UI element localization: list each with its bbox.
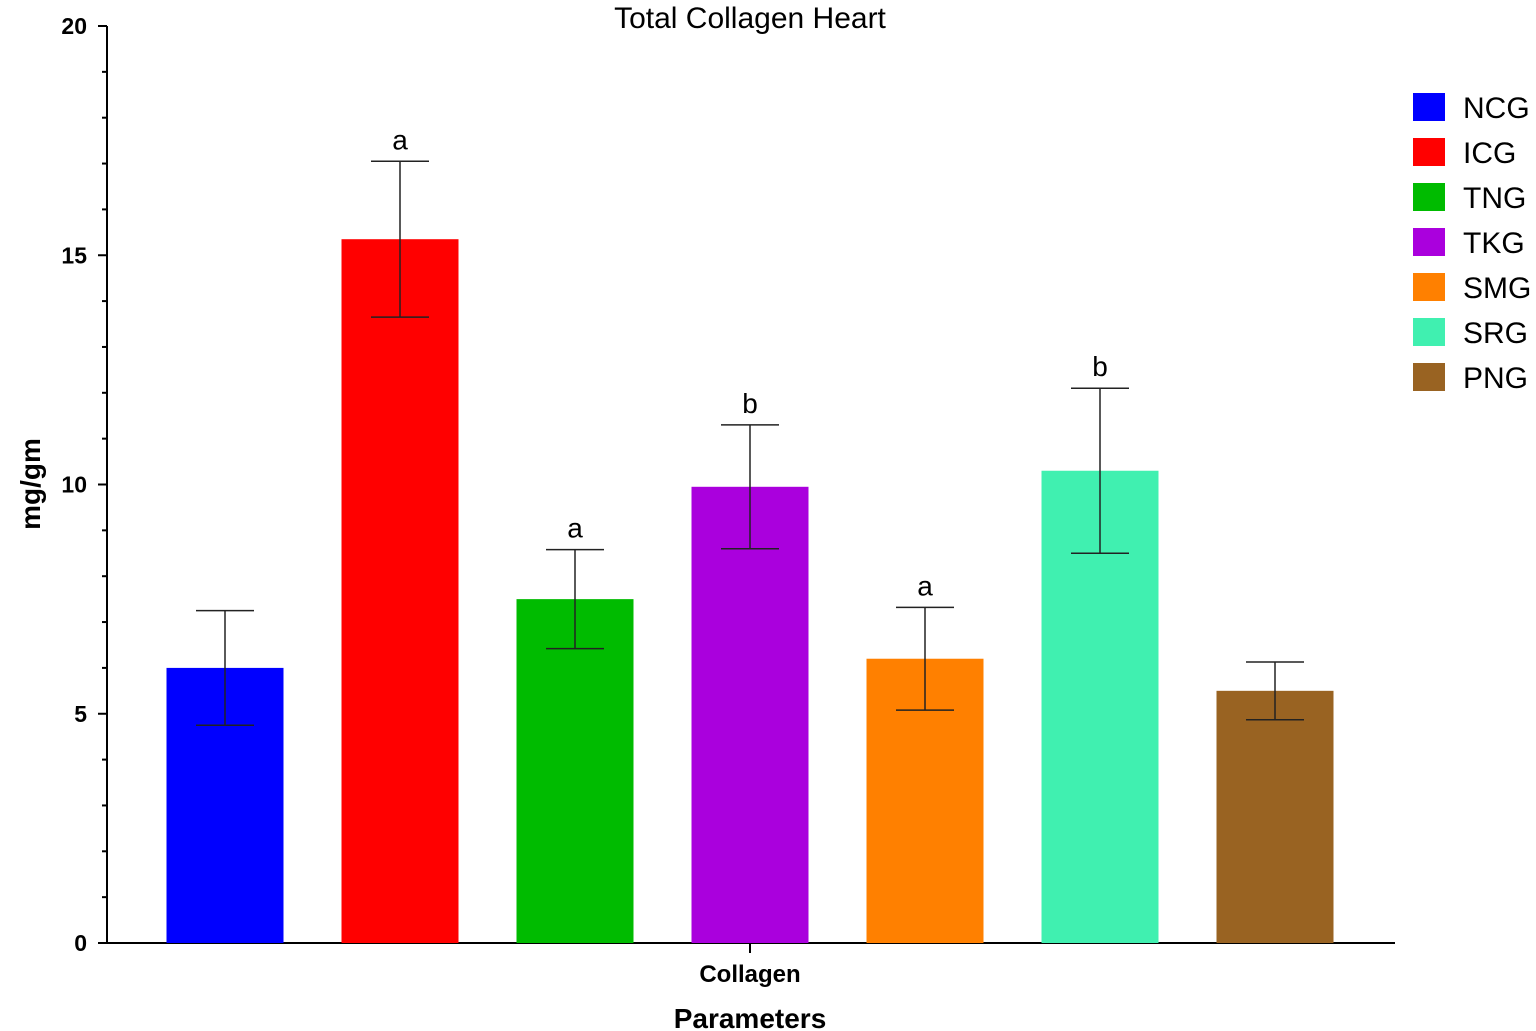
error-bar-png [1246,661,1304,721]
legend-item-smg: SMG [1413,272,1531,305]
significance-label-tkg: b [742,388,758,419]
legend-label: SRG [1463,317,1528,350]
legend-item-ncg: NCG [1413,92,1530,125]
legend-swatch [1413,318,1445,346]
error-bar-smg [896,606,954,711]
y-tick-label: 5 [74,701,87,727]
axes: 0 5 10 15 20 [61,13,1395,956]
x-axis-title: Parameters [674,1003,827,1031]
y-tick-label: 15 [61,242,87,268]
legend-item-tkg: TKG [1413,227,1525,260]
legend-swatch [1413,273,1445,301]
error-bar-tkg [721,424,779,550]
legend-swatch [1413,138,1445,166]
category-label: Collagen [699,961,800,988]
legend-swatch [1413,228,1445,256]
legend-label: TKG [1463,227,1525,260]
y-tick-label: 20 [61,13,87,39]
legend-swatch [1413,363,1445,391]
legend-item-icg: ICG [1413,137,1516,170]
significance-label-smg: a [917,570,933,601]
legend-label: SMG [1463,272,1531,305]
error-bar-ncg [196,609,254,726]
bar-tkg [691,486,809,943]
error-bar-srg [1071,387,1129,555]
error-bar-tng [546,548,604,650]
legend-swatch [1413,93,1445,121]
legend-label: NCG [1463,92,1530,125]
error-bars [196,160,1304,726]
legend-swatch [1413,183,1445,211]
legend-label: TNG [1463,182,1526,215]
legend: NCG ICG TNG TKG SMG SRG PNG [1413,92,1531,395]
chart-title: Total Collagen Heart [614,2,886,35]
bar-tng [516,599,634,943]
legend-label: PNG [1463,362,1528,395]
significance-label-srg: b [1092,351,1108,382]
significance-label-icg: a [392,124,408,155]
y-tick-label: 10 [61,472,87,498]
significance-labels: a a b a b [392,124,1108,601]
error-bar-icg [371,160,429,318]
y-axis-title: mg/gm [15,438,46,530]
bar-icg [341,239,459,943]
legend-item-srg: SRG [1413,317,1528,350]
bar-png [1216,690,1334,943]
legend-label: ICG [1463,137,1516,170]
legend-item-png: PNG [1413,362,1528,395]
significance-label-tng: a [567,513,583,544]
y-tick-label: 0 [74,930,87,956]
legend-item-tng: TNG [1413,182,1526,215]
bars [166,239,1334,943]
